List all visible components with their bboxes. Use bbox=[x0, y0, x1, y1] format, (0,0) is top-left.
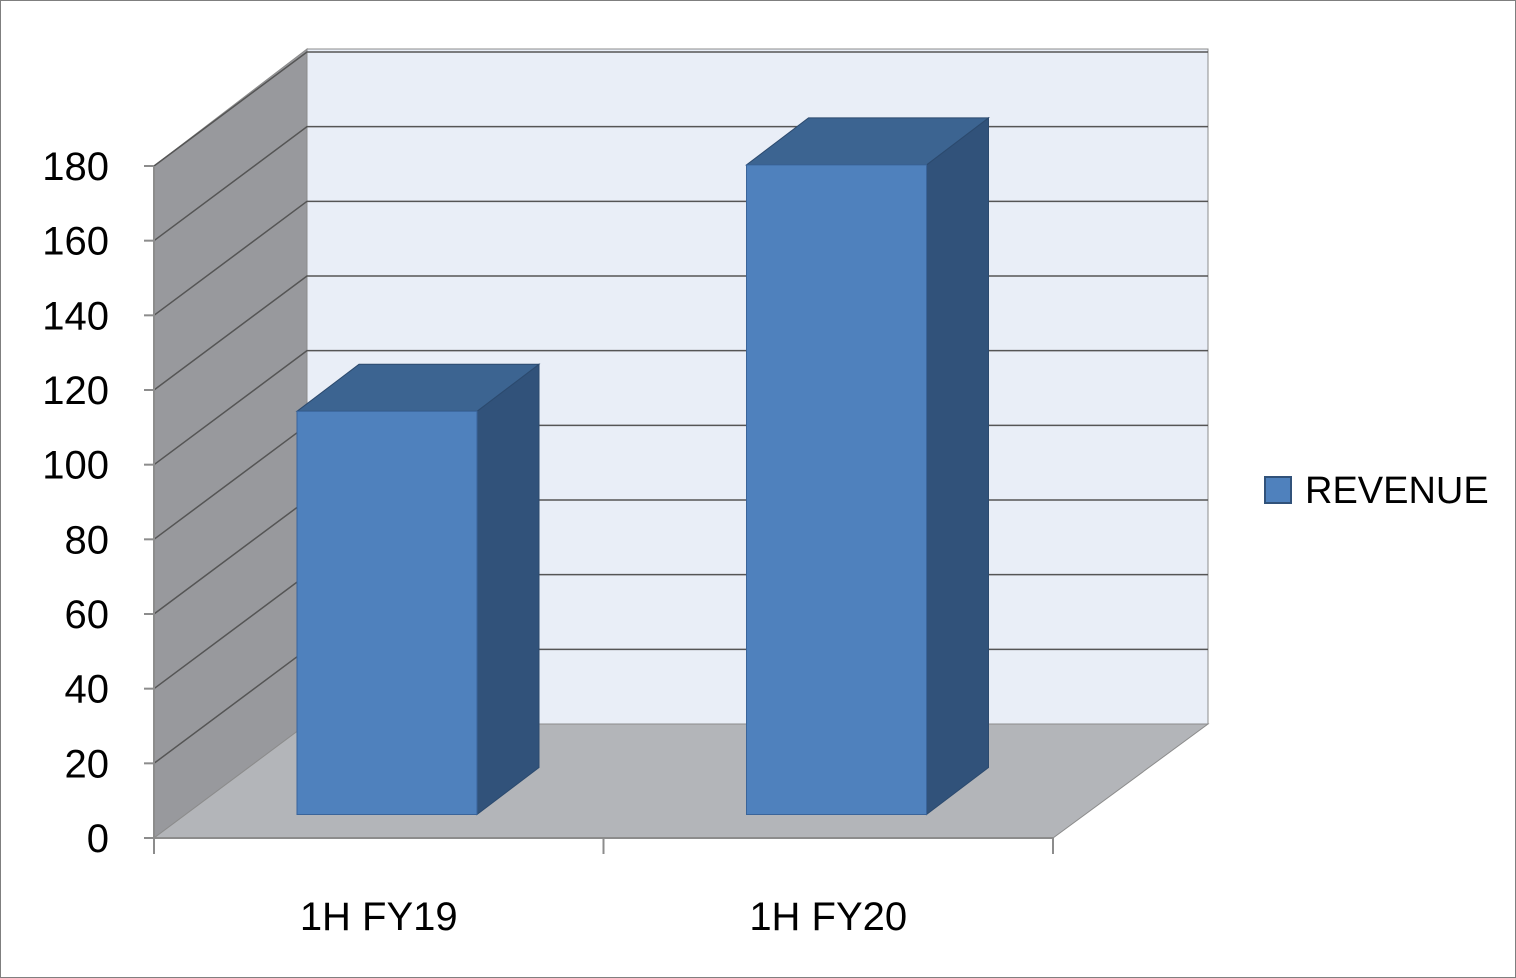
bar-front-face bbox=[296, 410, 478, 815]
y-tick-label: 40 bbox=[65, 668, 110, 712]
legend: REVENUE bbox=[1264, 470, 1489, 512]
y-axis: 0 20 40 60 80 100 120 140 160 180 bbox=[42, 145, 155, 861]
x-tick-label: 1H FY20 bbox=[749, 895, 907, 939]
bar-1h-fy20 bbox=[745, 116, 990, 816]
y-tick-label: 60 bbox=[65, 593, 110, 637]
y-tick-label: 140 bbox=[42, 294, 109, 338]
y-tick-label: 160 bbox=[42, 220, 109, 264]
y-tick-label: 20 bbox=[65, 742, 110, 786]
x-axis: 1H FY19 1H FY20 bbox=[153, 837, 1054, 939]
side-wall bbox=[153, 47, 308, 839]
x-tick-label: 1H FY19 bbox=[300, 895, 458, 939]
bar-side-face bbox=[476, 363, 540, 816]
bars bbox=[295, 116, 990, 816]
y-tick-label: 120 bbox=[42, 369, 109, 413]
y-tick-label: 80 bbox=[65, 518, 110, 562]
legend-label-revenue: REVENUE bbox=[1305, 470, 1489, 512]
y-tick-label: 0 bbox=[87, 817, 109, 861]
legend-swatch-revenue bbox=[1264, 476, 1292, 504]
bar-front-face bbox=[746, 164, 927, 815]
gridline bbox=[153, 51, 1208, 167]
y-tick-label: 180 bbox=[42, 145, 109, 189]
bar-side-face bbox=[926, 116, 989, 816]
bar-1h-fy19 bbox=[295, 363, 541, 816]
y-tick-label: 100 bbox=[42, 444, 109, 488]
